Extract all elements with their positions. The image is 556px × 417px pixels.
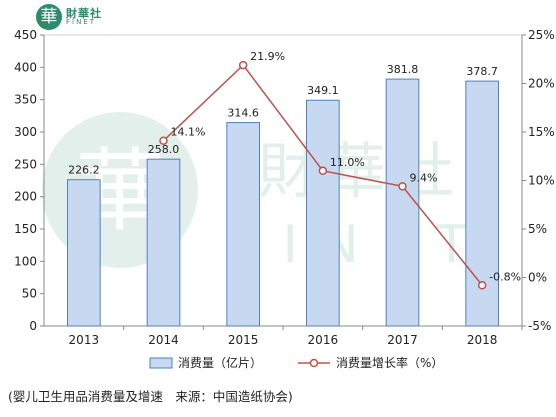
y-left-tick-label: 400 (14, 60, 37, 74)
brand-mark-icon: 華 (36, 4, 62, 30)
y-left-tick-label: 50 (22, 287, 37, 301)
y-left-tick-label: 200 (14, 190, 37, 204)
legend-line-label: 消费量增长率（%） (336, 355, 443, 370)
y-left-tick-label: 0 (29, 319, 37, 333)
y-left-tick-label: 350 (14, 93, 37, 107)
x-tick-label: 2016 (308, 333, 339, 347)
x-tick-label: 2015 (228, 333, 259, 347)
bar (67, 179, 101, 327)
growth-value-label: 14.1% (171, 126, 206, 139)
watermark-sub: FINET (231, 215, 490, 275)
bar-value-label: 378.7 (466, 65, 498, 78)
growth-point (318, 166, 328, 176)
y-right-tick-label: 25% (528, 28, 555, 42)
watermark: 華 財華社 FINET (42, 112, 490, 275)
y-right-tick-label: 10% (528, 174, 555, 188)
bar-value-label: 349.1 (307, 84, 339, 97)
y-right-tick-label: 5% (528, 222, 547, 236)
growth-value-label: 21.9% (250, 50, 285, 63)
y-left-tick-label: 150 (14, 222, 37, 236)
watermark-name: 財華社 (258, 137, 462, 207)
legend-bar-swatch (149, 357, 173, 369)
combo-chart: 華 財華社 FINET 0 50 100 150 200 250 300 350 400 450 -… (14, 28, 555, 370)
bar-value-label: 258.0 (148, 143, 180, 156)
bar (146, 158, 181, 327)
y-left-tick-label: 100 (14, 254, 37, 268)
y-right-tick-label: 20% (528, 77, 555, 91)
chart-caption: (婴儿卫生用品消费量及增速 来源：中国造纸协会) (8, 389, 293, 404)
x-tick-label: 2013 (69, 333, 100, 347)
brand-name: 財華社 (66, 7, 102, 20)
growth-value-label: 11.0% (330, 156, 365, 169)
bar-value-label: 226.2 (68, 164, 100, 177)
brand-sub: FINET (66, 18, 97, 26)
growth-value-label: 9.4% (410, 171, 438, 184)
x-tick-label: 2014 (148, 333, 179, 347)
brand-logo: 華 財華社 FINET (36, 4, 126, 30)
bar (306, 99, 340, 327)
growth-point (238, 60, 248, 70)
y-left-tick-label: 250 (14, 157, 37, 171)
legend-bar-label: 消费量（亿片） (178, 355, 262, 370)
y-right-tick-label: -5% (528, 319, 551, 333)
y-left-tick-label: 450 (14, 28, 37, 42)
y-left-tick-label: 300 (14, 125, 37, 139)
growth-point (159, 136, 168, 145)
bar-series (67, 78, 499, 327)
line-series (159, 60, 487, 290)
y-right-tick-label: 0% (528, 271, 547, 285)
bar (385, 78, 420, 327)
bar-value-label: 314.6 (227, 107, 259, 120)
legend: 消费量（亿片） 消费量增长率（%） (149, 355, 443, 370)
y-right-tick-label: 15% (528, 125, 555, 139)
legend-line-marker (309, 358, 319, 368)
data-labels: 226.2 258.0 314.6 349.1 381.8 378.7 14.1% 21.9%… (68, 50, 521, 283)
bar-value-label: 381.8 (387, 63, 419, 76)
x-tick-label: 2017 (387, 333, 418, 347)
growth-point (477, 281, 487, 290)
bar (226, 122, 260, 327)
growth-value-label: -0.8% (489, 270, 521, 283)
growth-point (398, 182, 407, 191)
x-tick-label: 2018 (467, 333, 498, 347)
axes: 0 50 100 150 200 250 300 350 400 450 -5% 0% 5% 10% 15%… (14, 28, 555, 347)
